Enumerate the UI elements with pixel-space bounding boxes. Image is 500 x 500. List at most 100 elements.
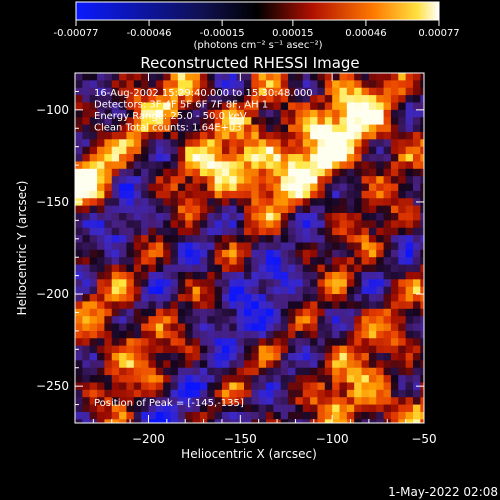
heatmap-cell <box>75 294 83 303</box>
heatmap-cell <box>273 397 282 406</box>
heatmap-cell <box>97 389 105 398</box>
heatmap-cell <box>229 397 238 406</box>
heatmap-cell <box>111 382 120 391</box>
heatmap-cell <box>75 168 83 177</box>
heatmap-cell <box>258 389 267 398</box>
heatmap-cell <box>104 316 113 325</box>
heatmap-cell <box>111 419 120 423</box>
heatmap-cell <box>192 102 201 111</box>
heatmap-cell <box>420 154 424 163</box>
heatmap-cell <box>310 330 319 339</box>
heatmap-cell <box>266 294 274 303</box>
heatmap-cell <box>192 117 201 126</box>
heatmap-cell <box>104 257 113 266</box>
heatmap-cell <box>97 367 105 376</box>
heatmap-cell <box>104 161 113 170</box>
heatmap-cell <box>273 249 282 258</box>
heatmap-cell <box>405 404 414 413</box>
heatmap-cell <box>310 139 319 148</box>
heatmap-cell <box>390 249 399 258</box>
heatmap-cell <box>97 279 105 288</box>
heatmap-cell <box>170 294 179 303</box>
heatmap-cell <box>310 117 319 126</box>
heatmap-cell <box>185 249 194 258</box>
heatmap-cell <box>185 117 194 126</box>
heatmap-cell <box>273 353 282 361</box>
heatmap-cell <box>302 139 311 148</box>
heatmap-cell <box>420 375 424 384</box>
heatmap-cell <box>148 375 157 384</box>
heatmap-cell <box>221 213 230 221</box>
heatmap-cell <box>420 213 424 221</box>
heatmap-cell <box>412 87 421 96</box>
heatmap-cell <box>346 168 355 177</box>
heatmap-cell <box>354 382 363 391</box>
heatmap-cell <box>302 419 311 423</box>
heatmap-cell <box>251 80 260 89</box>
heatmap-cell <box>111 73 120 81</box>
heatmap-cell <box>119 242 128 251</box>
heatmap-cell <box>390 389 399 398</box>
heatmap-cell <box>221 389 230 398</box>
heatmap-cell <box>390 279 399 288</box>
heatmap-cell <box>339 375 348 384</box>
heatmap-cell <box>229 80 238 89</box>
heatmap-cell <box>368 161 377 170</box>
heatmap-cell <box>405 102 414 111</box>
heatmap-cell <box>111 257 120 266</box>
heatmap-cell <box>214 353 223 361</box>
heatmap-cell <box>390 323 399 332</box>
heatmap-cell <box>295 235 304 244</box>
heatmap-cell <box>405 176 414 185</box>
heatmap-cell <box>243 168 252 177</box>
heatmap-cell <box>236 139 245 148</box>
heatmap-cell <box>104 87 113 96</box>
heatmap-cell <box>236 109 245 118</box>
heatmap-cell <box>229 419 238 423</box>
heatmap-cell <box>229 154 238 163</box>
heatmap-cell <box>199 308 208 317</box>
heatmap-cell <box>229 109 238 118</box>
heatmap-cell <box>346 176 355 185</box>
heatmap-cell <box>207 213 216 221</box>
heatmap-cell <box>288 102 297 111</box>
heatmap-cell <box>317 345 326 354</box>
heatmap-cell <box>89 330 98 339</box>
heatmap-cell <box>229 102 238 111</box>
heatmap-cell <box>185 257 194 266</box>
heatmap-cell <box>163 80 172 89</box>
heatmap-cell <box>126 124 135 133</box>
heatmap-cell <box>339 308 348 317</box>
heatmap-cell <box>170 198 179 207</box>
heatmap-cell <box>324 345 333 354</box>
heatmap-cell <box>119 117 128 126</box>
heatmap-cell <box>133 205 142 214</box>
heatmap-cell <box>82 213 91 221</box>
heatmap-cell <box>82 131 91 140</box>
heatmap-cell <box>310 367 319 376</box>
heatmap-cell <box>236 168 245 177</box>
heatmap-cell <box>383 73 392 81</box>
heatmap-cell <box>258 227 267 236</box>
heatmap-cell <box>383 235 392 244</box>
heatmap-cell <box>346 301 355 310</box>
heatmap-cell <box>170 183 179 192</box>
heatmap-cell <box>126 235 135 244</box>
heatmap-cell <box>405 168 414 177</box>
heatmap-cell <box>199 271 208 280</box>
heatmap-cell <box>199 168 208 177</box>
heatmap-cell <box>243 249 252 258</box>
heatmap-cell <box>295 345 304 354</box>
heatmap-cell <box>89 154 98 163</box>
heatmap-cell <box>170 257 179 266</box>
heatmap-cell <box>236 242 245 251</box>
heatmap-cell <box>75 367 83 376</box>
heatmap-cell <box>75 316 83 325</box>
heatmap-cell <box>346 375 355 384</box>
heatmap-cell <box>390 124 399 133</box>
heatmap-cell <box>361 139 370 148</box>
heatmap-cell <box>390 227 399 236</box>
heatmap-cell <box>390 168 399 177</box>
heatmap-cell <box>119 73 128 81</box>
heatmap-cell <box>368 316 377 325</box>
